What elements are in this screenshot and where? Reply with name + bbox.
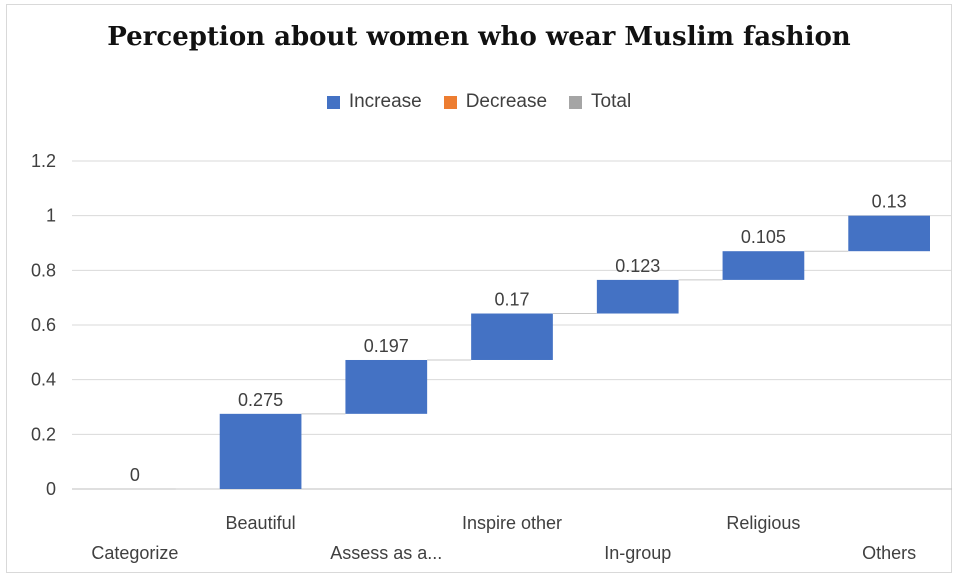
bar — [596, 279, 679, 314]
bar — [848, 215, 930, 252]
y-tick-label: 0.6 — [31, 315, 56, 335]
bar — [345, 359, 428, 414]
x-tick-label: In-group — [604, 543, 671, 563]
x-tick-label: Religious — [726, 513, 800, 533]
legend-label-decrease: Decrease — [465, 91, 548, 112]
legend-swatch-increase — [326, 95, 340, 109]
data-label: 0.105 — [741, 227, 786, 247]
x-tick-label: Inspire other — [462, 513, 562, 533]
data-label: 0 — [130, 465, 140, 485]
bar — [722, 251, 805, 280]
data-label: 0.123 — [615, 256, 660, 276]
legend-swatch-total — [569, 95, 583, 109]
y-tick-label: 1.2 — [31, 151, 56, 171]
chart-frame — [6, 4, 952, 573]
legend-item-increase: Increase — [326, 91, 422, 113]
x-tick-label: Others — [862, 543, 916, 563]
bar — [219, 413, 302, 489]
legend-swatch-decrease — [443, 95, 457, 109]
y-tick-label: 0.8 — [31, 260, 56, 280]
legend-item-total: Total — [569, 91, 631, 113]
x-tick-label: Assess as a... — [330, 543, 442, 563]
y-tick-label: 0 — [46, 479, 56, 499]
chart-legend: Increase Decrease Total — [0, 91, 958, 113]
data-label: 0.17 — [494, 290, 529, 310]
data-label: 0.13 — [872, 192, 907, 212]
x-tick-label: Categorize — [91, 543, 178, 563]
bar — [471, 313, 553, 360]
legend-label-increase: Increase — [348, 91, 422, 112]
y-tick-label: 0.4 — [31, 370, 56, 390]
data-label: 0.275 — [238, 390, 283, 410]
y-tick-label: 1 — [46, 206, 56, 226]
data-label: 0.197 — [364, 336, 409, 356]
legend-item-decrease: Decrease — [443, 91, 548, 113]
chart-title: Perception about women who wear Muslim f… — [107, 22, 851, 52]
y-tick-label: 0.2 — [31, 424, 56, 444]
x-tick-label: Beautiful — [226, 513, 296, 533]
legend-label-total: Total — [591, 91, 632, 112]
